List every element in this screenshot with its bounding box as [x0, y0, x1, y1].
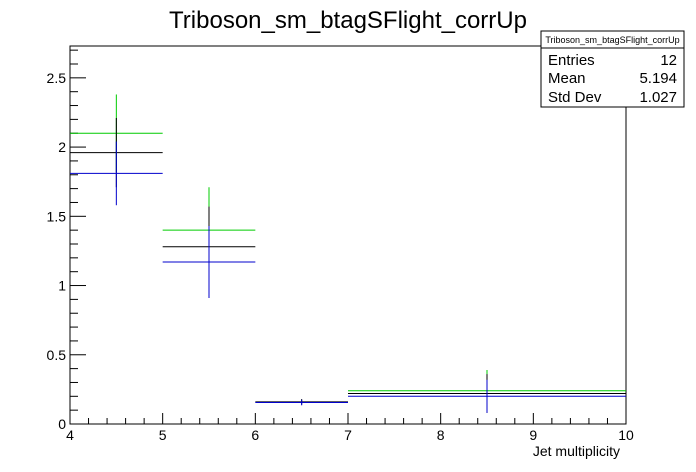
- data-series: [70, 94, 626, 413]
- x-tick-label: 8: [437, 427, 445, 443]
- y-tick-label: 2: [58, 139, 66, 155]
- stats-box-title: Triboson_sm_btagSFlight_corrUp: [545, 35, 679, 45]
- stats-entries-value: 12: [660, 52, 677, 69]
- axis-ticks: 4 5 6 7 8 9 10 0 0.5 1 1.5 2 2.5: [47, 49, 634, 443]
- stats-stddev-value: 1.027: [639, 89, 677, 106]
- stats-mean-value: 5.194: [639, 70, 677, 87]
- y-tick-label: 1: [58, 278, 66, 294]
- x-tick-label: 6: [251, 427, 259, 443]
- y-tick-label: 1.5: [47, 208, 67, 224]
- stats-entries-label: Entries: [548, 52, 595, 69]
- stats-stddev-label: Std Dev: [548, 89, 602, 106]
- x-tick-label: 9: [529, 427, 537, 443]
- x-tick-label: 7: [344, 427, 352, 443]
- y-tick-label: 2.5: [47, 70, 67, 86]
- stats-box: Triboson_sm_btagSFlight_corrUp Entries 1…: [540, 30, 685, 108]
- y-tick-label: 0.5: [47, 347, 67, 363]
- x-tick-label: 5: [159, 427, 167, 443]
- x-axis-label: Jet multiplicity: [533, 443, 620, 459]
- y-tick-label: 0: [58, 416, 66, 432]
- stats-mean-label: Mean: [548, 70, 586, 87]
- x-tick-label: 10: [618, 427, 634, 443]
- chart-title: Triboson_sm_btagSFlight_corrUp: [169, 7, 527, 34]
- stats-box-frame: [540, 30, 685, 108]
- x-tick-label: 4: [66, 427, 74, 443]
